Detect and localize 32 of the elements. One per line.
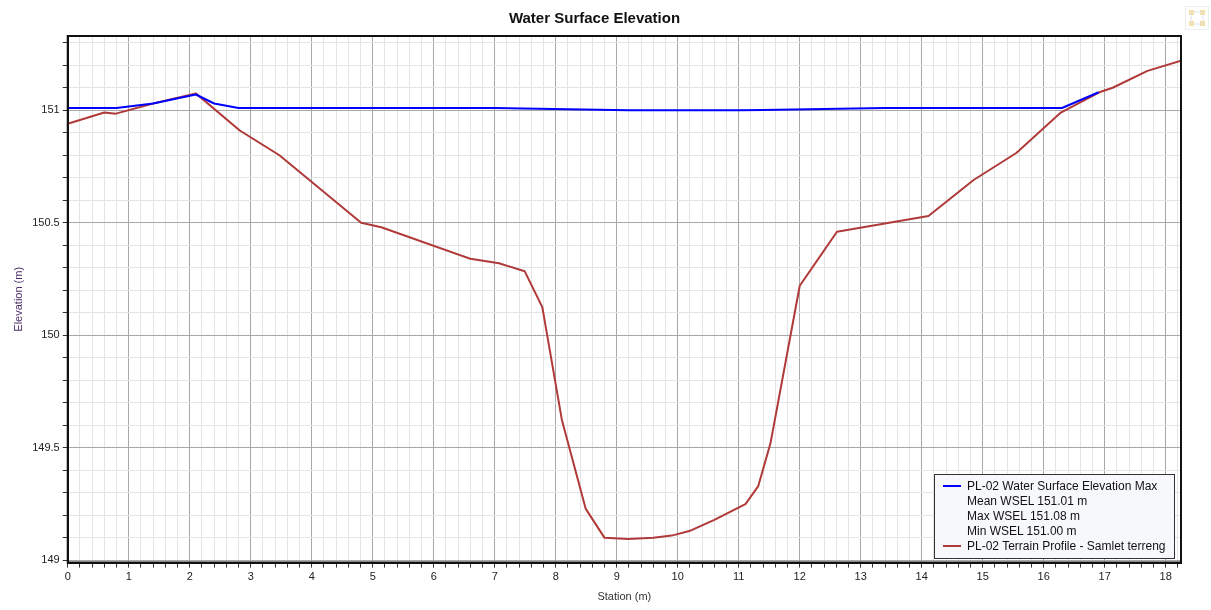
annotation: Min WSEL 151.00 m bbox=[967, 524, 1077, 539]
y-axis-title: Elevation (m) bbox=[11, 266, 24, 332]
annotation: Max WSEL 151.08 m bbox=[967, 509, 1080, 524]
x-tick-label: 7 bbox=[491, 570, 498, 583]
y-tick-label: 150.5 bbox=[32, 215, 60, 228]
x-tick-label: 14 bbox=[915, 570, 928, 583]
y-tick-label: 150 bbox=[41, 328, 60, 341]
x-tick-label: 4 bbox=[308, 570, 315, 583]
legend-label: PL-02 Terrain Profile - Samlet terreng bbox=[967, 539, 1166, 554]
x-tick-label: 8 bbox=[552, 570, 559, 583]
x-tick-label: 9 bbox=[613, 570, 620, 583]
x-tick-label: 13 bbox=[854, 570, 867, 583]
y-tick-label: 151 bbox=[41, 103, 60, 116]
x-tick-label: 15 bbox=[976, 570, 989, 583]
x-tick-label: 11 bbox=[733, 570, 745, 583]
x-tick-label: 3 bbox=[247, 570, 254, 583]
annotation: Mean WSEL 151.01 m bbox=[967, 494, 1088, 509]
x-tick-label: 2 bbox=[186, 570, 193, 583]
y-tick-label: 149 bbox=[41, 553, 60, 566]
x-tick-label: 16 bbox=[1037, 570, 1050, 583]
y-tick-label: 149.5 bbox=[32, 440, 60, 453]
x-tick-label: 17 bbox=[1098, 570, 1111, 583]
chart-title: Water Surface Elevation bbox=[508, 9, 681, 27]
x-tick-label: 5 bbox=[369, 570, 376, 583]
x-tick-label: 6 bbox=[430, 570, 437, 583]
x-tick-label: 10 bbox=[671, 570, 684, 583]
legend-label: PL-02 Water Surface Elevation Max bbox=[967, 479, 1158, 494]
x-tick-label: 1 bbox=[125, 570, 132, 583]
x-tick-label: 12 bbox=[793, 570, 806, 583]
x-tick-label: 0 bbox=[64, 570, 71, 583]
x-axis-title: Station (m) bbox=[597, 590, 652, 603]
x-tick-label: 18 bbox=[1159, 570, 1172, 583]
